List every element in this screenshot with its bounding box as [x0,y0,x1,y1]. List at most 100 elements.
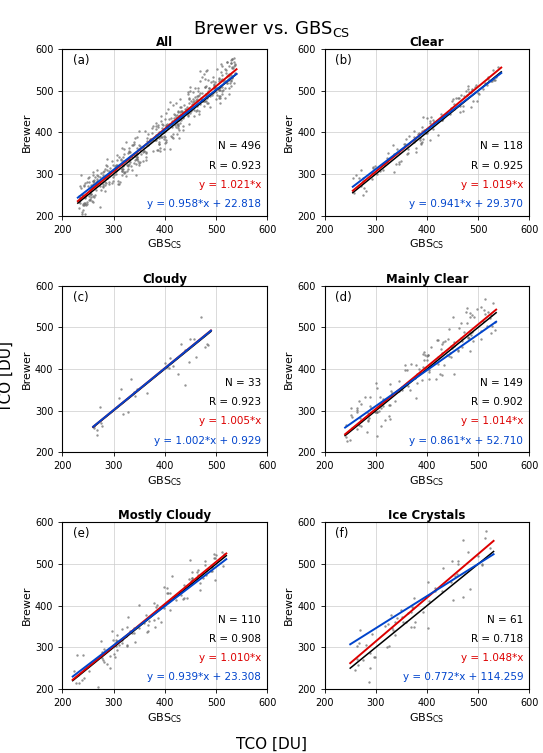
Point [188,572,197,584]
Point [160,602,168,614]
Point [180,380,189,392]
Point [450,97,458,109]
Point [174,368,182,380]
Point [187,574,196,586]
Point [115,639,124,651]
Point [136,144,144,156]
Point [99,169,108,181]
Point [129,136,138,148]
Point [185,355,193,367]
Point [74,669,83,681]
Point [157,616,166,628]
Point [225,88,233,100]
Point [181,102,190,114]
Point [115,151,123,163]
Point [198,567,207,579]
Point [433,129,442,141]
Point [85,170,93,182]
Point [163,587,172,599]
Point [467,101,476,113]
Point [197,92,205,104]
Point [179,593,187,605]
Point [371,406,380,418]
Point [415,365,424,377]
Point [129,627,138,639]
Point [78,674,87,686]
Point [377,398,386,410]
Point [356,398,365,410]
Text: R = 0.923: R = 0.923 [209,398,261,407]
Point [203,85,212,97]
Point [454,555,463,567]
Point [77,191,86,203]
Point [355,412,364,424]
Point [119,155,128,167]
Point [140,145,148,157]
Point [220,547,229,559]
Point [386,398,395,410]
Point [92,169,101,181]
Point [489,74,498,86]
Point [413,377,421,389]
Point [208,565,217,577]
Point [178,120,187,132]
Point [226,80,235,92]
Point [186,554,194,566]
Point [151,134,160,146]
Point [460,326,469,338]
Point [202,90,211,102]
Point [457,317,466,329]
Point [426,111,435,123]
Point [137,148,146,160]
Point [353,641,362,653]
Point [110,164,118,176]
Point [173,128,181,140]
Point [141,125,149,137]
Point [176,106,185,118]
Point [75,192,84,204]
Point [89,166,98,178]
Point [121,630,130,642]
Point [369,160,377,172]
Point [412,142,421,154]
Point [186,333,194,345]
Point [125,142,134,154]
Point [438,370,446,382]
Point [217,75,225,87]
Point [83,198,91,210]
Point [388,139,397,151]
Point [200,68,209,80]
Point [425,365,433,377]
Point [459,100,468,112]
Point [92,164,101,176]
Point [124,154,133,166]
Point [458,341,467,353]
Point [416,134,425,146]
Point [391,158,400,170]
Point [204,340,212,352]
Point [163,587,172,599]
Point [408,602,417,614]
Point [419,348,427,360]
Point [88,180,97,192]
Point [410,126,419,138]
Point [166,112,175,124]
Point [475,88,483,100]
Point [213,81,222,93]
Point [166,352,175,364]
Point [183,592,192,604]
Point [223,77,232,89]
Point [179,123,187,136]
Point [122,621,131,633]
Point [446,102,455,114]
Point [98,646,107,658]
Point [361,391,370,403]
Point [365,663,374,675]
Point [355,172,363,184]
Point [128,626,136,639]
Point [77,169,85,181]
Point [386,413,395,425]
Point [164,122,173,134]
Point [99,654,108,666]
Point [199,94,207,106]
